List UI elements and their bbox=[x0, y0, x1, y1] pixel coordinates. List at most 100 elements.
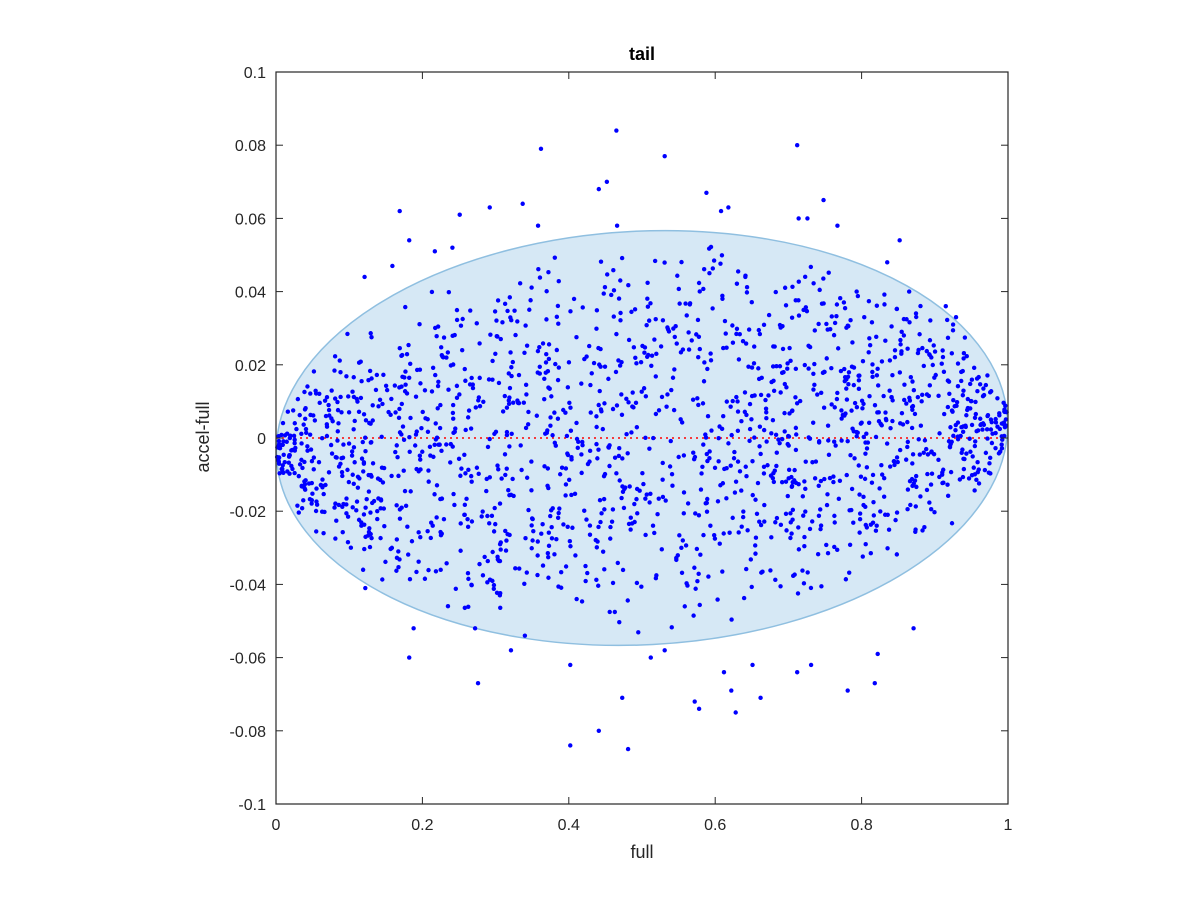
data-point bbox=[774, 515, 780, 521]
data-point bbox=[847, 570, 852, 575]
data-point bbox=[724, 345, 729, 350]
data-point bbox=[620, 567, 626, 573]
data-point bbox=[358, 395, 364, 401]
data-point bbox=[580, 439, 585, 445]
data-point bbox=[662, 648, 667, 653]
data-point bbox=[634, 580, 640, 586]
data-point bbox=[542, 396, 547, 402]
data-point bbox=[462, 605, 468, 611]
data-point bbox=[828, 326, 833, 332]
data-point bbox=[321, 491, 326, 497]
data-point bbox=[863, 522, 869, 528]
data-point bbox=[594, 545, 600, 550]
data-point bbox=[553, 443, 558, 448]
data-point bbox=[707, 271, 712, 276]
data-point bbox=[380, 480, 386, 485]
data-point bbox=[863, 542, 868, 547]
data-point bbox=[406, 375, 412, 381]
data-point bbox=[617, 446, 622, 451]
data-point bbox=[704, 190, 709, 195]
data-point bbox=[897, 447, 903, 453]
data-point bbox=[292, 437, 297, 442]
data-point bbox=[554, 347, 560, 353]
data-point bbox=[790, 284, 795, 289]
data-point bbox=[893, 517, 898, 523]
data-point bbox=[361, 512, 367, 517]
data-point bbox=[864, 431, 869, 436]
data-point bbox=[960, 429, 966, 435]
data-point bbox=[894, 455, 900, 460]
data-point bbox=[845, 688, 850, 693]
data-point bbox=[522, 633, 528, 638]
data-point bbox=[546, 554, 551, 560]
data-point bbox=[557, 506, 562, 511]
data-point bbox=[766, 312, 772, 318]
data-point bbox=[690, 397, 696, 402]
data-point bbox=[346, 479, 352, 485]
data-point bbox=[919, 399, 924, 404]
data-point bbox=[569, 492, 574, 498]
data-point bbox=[430, 365, 436, 370]
data-point bbox=[927, 352, 932, 358]
data-point bbox=[789, 315, 795, 320]
data-point bbox=[305, 444, 310, 449]
data-point bbox=[679, 570, 685, 575]
y-tick-label: 0.06 bbox=[235, 211, 266, 228]
data-point bbox=[844, 472, 849, 478]
data-point bbox=[434, 435, 440, 440]
data-point bbox=[308, 412, 313, 418]
data-point bbox=[716, 435, 721, 441]
data-point bbox=[875, 366, 880, 372]
data-point bbox=[545, 551, 551, 556]
data-point bbox=[870, 374, 875, 380]
y-tick-label: 0.04 bbox=[235, 285, 266, 302]
data-point bbox=[842, 413, 847, 418]
data-point bbox=[438, 402, 443, 408]
data-point bbox=[715, 499, 721, 504]
data-point bbox=[462, 452, 467, 457]
data-point bbox=[345, 331, 350, 337]
data-point bbox=[543, 370, 548, 375]
data-point bbox=[284, 439, 289, 444]
data-point bbox=[778, 584, 783, 589]
data-point bbox=[279, 432, 284, 438]
data-point bbox=[328, 442, 334, 448]
data-point bbox=[292, 470, 297, 476]
data-point bbox=[818, 478, 824, 484]
data-point bbox=[817, 287, 822, 293]
data-point bbox=[663, 498, 668, 503]
data-point bbox=[945, 482, 950, 487]
data-point bbox=[931, 343, 936, 348]
data-point bbox=[790, 507, 796, 513]
data-point bbox=[901, 316, 907, 322]
data-point bbox=[887, 358, 893, 363]
data-point bbox=[402, 488, 408, 494]
data-point bbox=[574, 420, 579, 426]
data-point bbox=[632, 501, 637, 507]
data-point bbox=[614, 403, 620, 408]
data-point bbox=[758, 451, 763, 457]
data-point bbox=[913, 529, 918, 535]
data-point bbox=[910, 452, 916, 457]
data-point bbox=[438, 345, 444, 350]
data-point bbox=[910, 403, 916, 409]
data-point bbox=[878, 509, 883, 514]
data-point bbox=[860, 359, 866, 364]
data-point bbox=[804, 308, 810, 314]
data-point bbox=[878, 421, 883, 426]
data-point bbox=[299, 441, 304, 446]
data-point bbox=[620, 695, 625, 701]
data-point bbox=[295, 503, 300, 508]
data-point bbox=[452, 429, 457, 434]
data-point bbox=[503, 528, 508, 534]
data-point bbox=[546, 342, 552, 347]
data-point bbox=[344, 502, 349, 507]
data-point bbox=[458, 521, 463, 526]
data-point bbox=[309, 501, 314, 506]
data-point bbox=[311, 467, 316, 472]
data-point bbox=[669, 625, 674, 630]
data-point bbox=[523, 323, 528, 328]
data-point bbox=[602, 507, 607, 512]
data-point bbox=[542, 464, 547, 469]
data-point bbox=[790, 479, 795, 485]
